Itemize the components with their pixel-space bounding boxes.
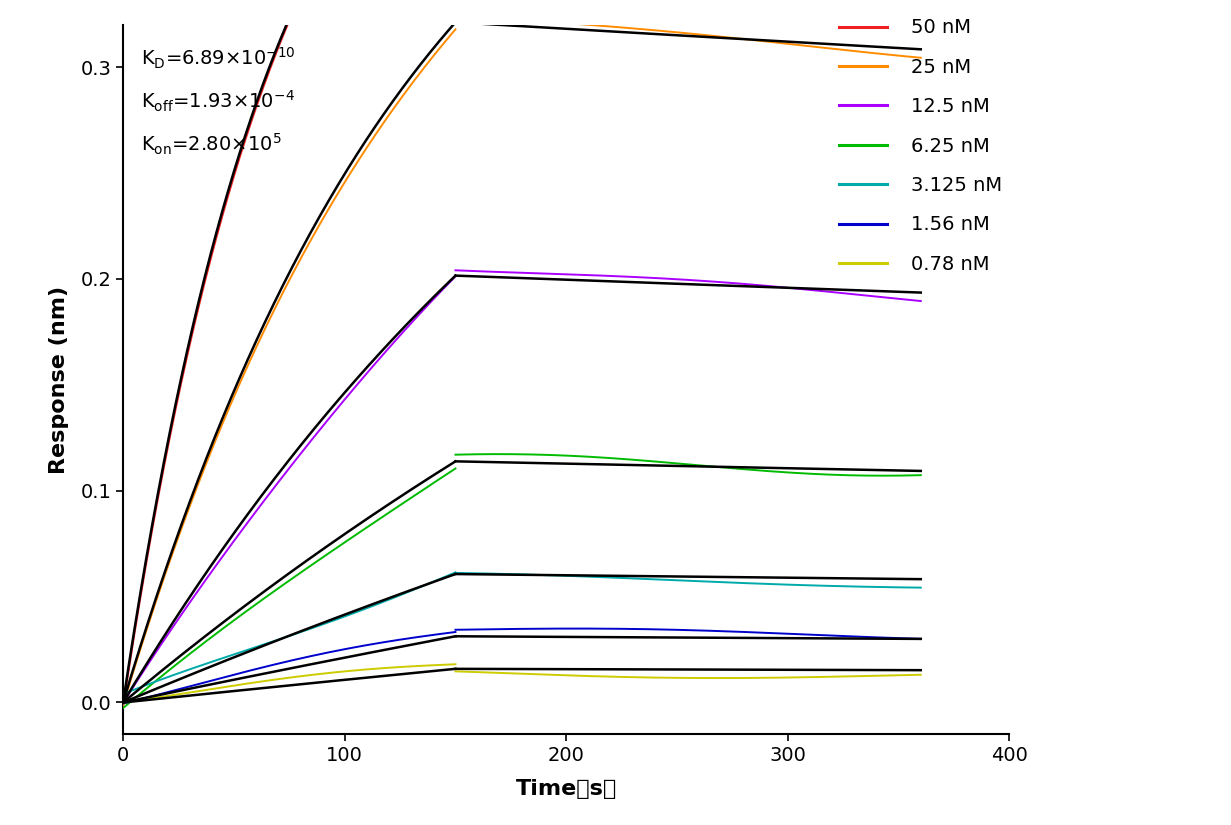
Legend: 50 nM, 25 nM, 12.5 nM, 6.25 nM, 3.125 nM, 1.56 nM, 0.78 nM: 50 nM, 25 nM, 12.5 nM, 6.25 nM, 3.125 nM… [831, 11, 1009, 281]
Text: K$_\mathregular{D}$=6.89×10$^{\mathregular{-10}}$
K$_\mathregular{off}$=1.93×10$: K$_\mathregular{D}$=6.89×10$^{\mathregul… [140, 46, 295, 157]
X-axis label: Time（s）: Time（s） [516, 779, 617, 799]
Y-axis label: Response (nm): Response (nm) [49, 285, 69, 474]
